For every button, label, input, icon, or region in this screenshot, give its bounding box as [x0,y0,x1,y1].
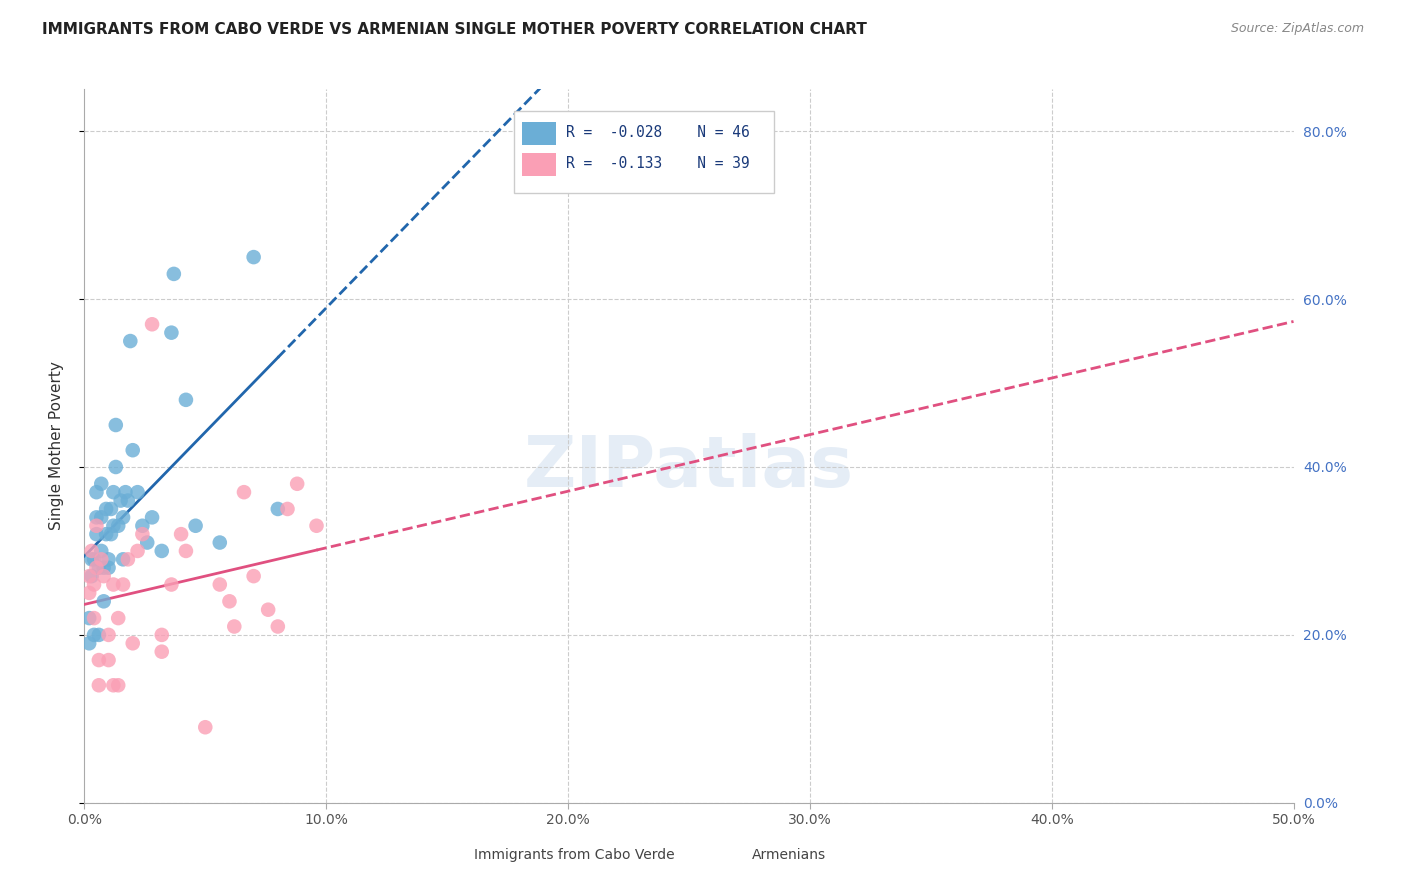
FancyBboxPatch shape [513,111,773,193]
Point [184,518,207,533]
Point [242,569,264,583]
Y-axis label: Single Mother Poverty: Single Mother Poverty [49,361,63,531]
Point [110,493,132,508]
Point [83,628,105,642]
Text: ZIPatlas: ZIPatlas [524,433,853,502]
Point [121,443,143,458]
Point [150,628,173,642]
Point [97,653,120,667]
Point [94,502,117,516]
FancyBboxPatch shape [720,845,745,865]
Point [218,594,240,608]
Point [121,636,143,650]
Point [267,502,290,516]
Point [77,636,100,650]
Point [150,645,173,659]
Point [160,577,183,591]
Point [276,502,298,516]
Text: R =  -0.028    N = 46: R = -0.028 N = 46 [565,125,749,139]
Point [90,510,112,524]
Point [103,518,125,533]
Point [90,476,112,491]
Text: R =  -0.133    N = 39: R = -0.133 N = 39 [565,156,749,171]
Point [86,527,108,541]
Point [257,603,280,617]
Point [117,552,139,566]
Point [141,510,163,524]
Text: Immigrants from Cabo Verde: Immigrants from Cabo Verde [474,848,675,862]
Point [87,653,110,667]
Point [163,267,186,281]
Point [104,460,127,475]
Text: Armenians: Armenians [752,848,825,862]
Point [127,544,149,558]
Point [285,476,308,491]
Point [174,544,197,558]
Point [100,527,122,541]
Point [80,552,103,566]
Point [87,678,110,692]
Point [107,678,129,692]
Point [77,611,100,625]
Point [93,594,115,608]
Point [160,326,183,340]
Point [83,552,105,566]
Point [208,535,231,549]
Point [77,586,100,600]
Point [150,544,173,558]
Point [112,552,135,566]
Point [100,502,122,516]
Point [208,577,231,591]
Text: Source: ZipAtlas.com: Source: ZipAtlas.com [1230,22,1364,36]
Point [97,560,120,574]
Point [86,485,108,500]
Point [224,619,246,633]
Point [194,720,217,734]
Point [117,493,139,508]
Point [97,552,120,566]
Point [107,611,129,625]
Point [136,535,159,549]
Point [305,518,328,533]
Point [90,544,112,558]
Point [107,518,129,533]
Point [242,250,264,264]
Point [131,518,153,533]
Text: IMMIGRANTS FROM CABO VERDE VS ARMENIAN SINGLE MOTHER POVERTY CORRELATION CHART: IMMIGRANTS FROM CABO VERDE VS ARMENIAN S… [42,22,868,37]
FancyBboxPatch shape [441,845,468,865]
Point [93,560,115,574]
Point [77,569,100,583]
Point [86,510,108,524]
Point [86,518,108,533]
Point [93,569,115,583]
Point [103,678,125,692]
Point [83,611,105,625]
Point [94,527,117,541]
Point [112,510,135,524]
Point [86,560,108,574]
Point [90,552,112,566]
Point [170,527,193,541]
Point [120,334,142,348]
Point [267,619,290,633]
Point [141,318,163,332]
Point [104,417,127,432]
Point [131,527,153,541]
Point [103,577,125,591]
FancyBboxPatch shape [522,153,555,177]
Point [87,560,110,574]
Point [80,569,103,583]
Point [174,392,197,407]
Point [114,485,136,500]
Point [97,628,120,642]
FancyBboxPatch shape [522,122,555,145]
Point [233,485,256,500]
Point [87,628,110,642]
Point [112,577,135,591]
Point [83,577,105,591]
Point [103,485,125,500]
Point [80,544,103,558]
Point [127,485,149,500]
